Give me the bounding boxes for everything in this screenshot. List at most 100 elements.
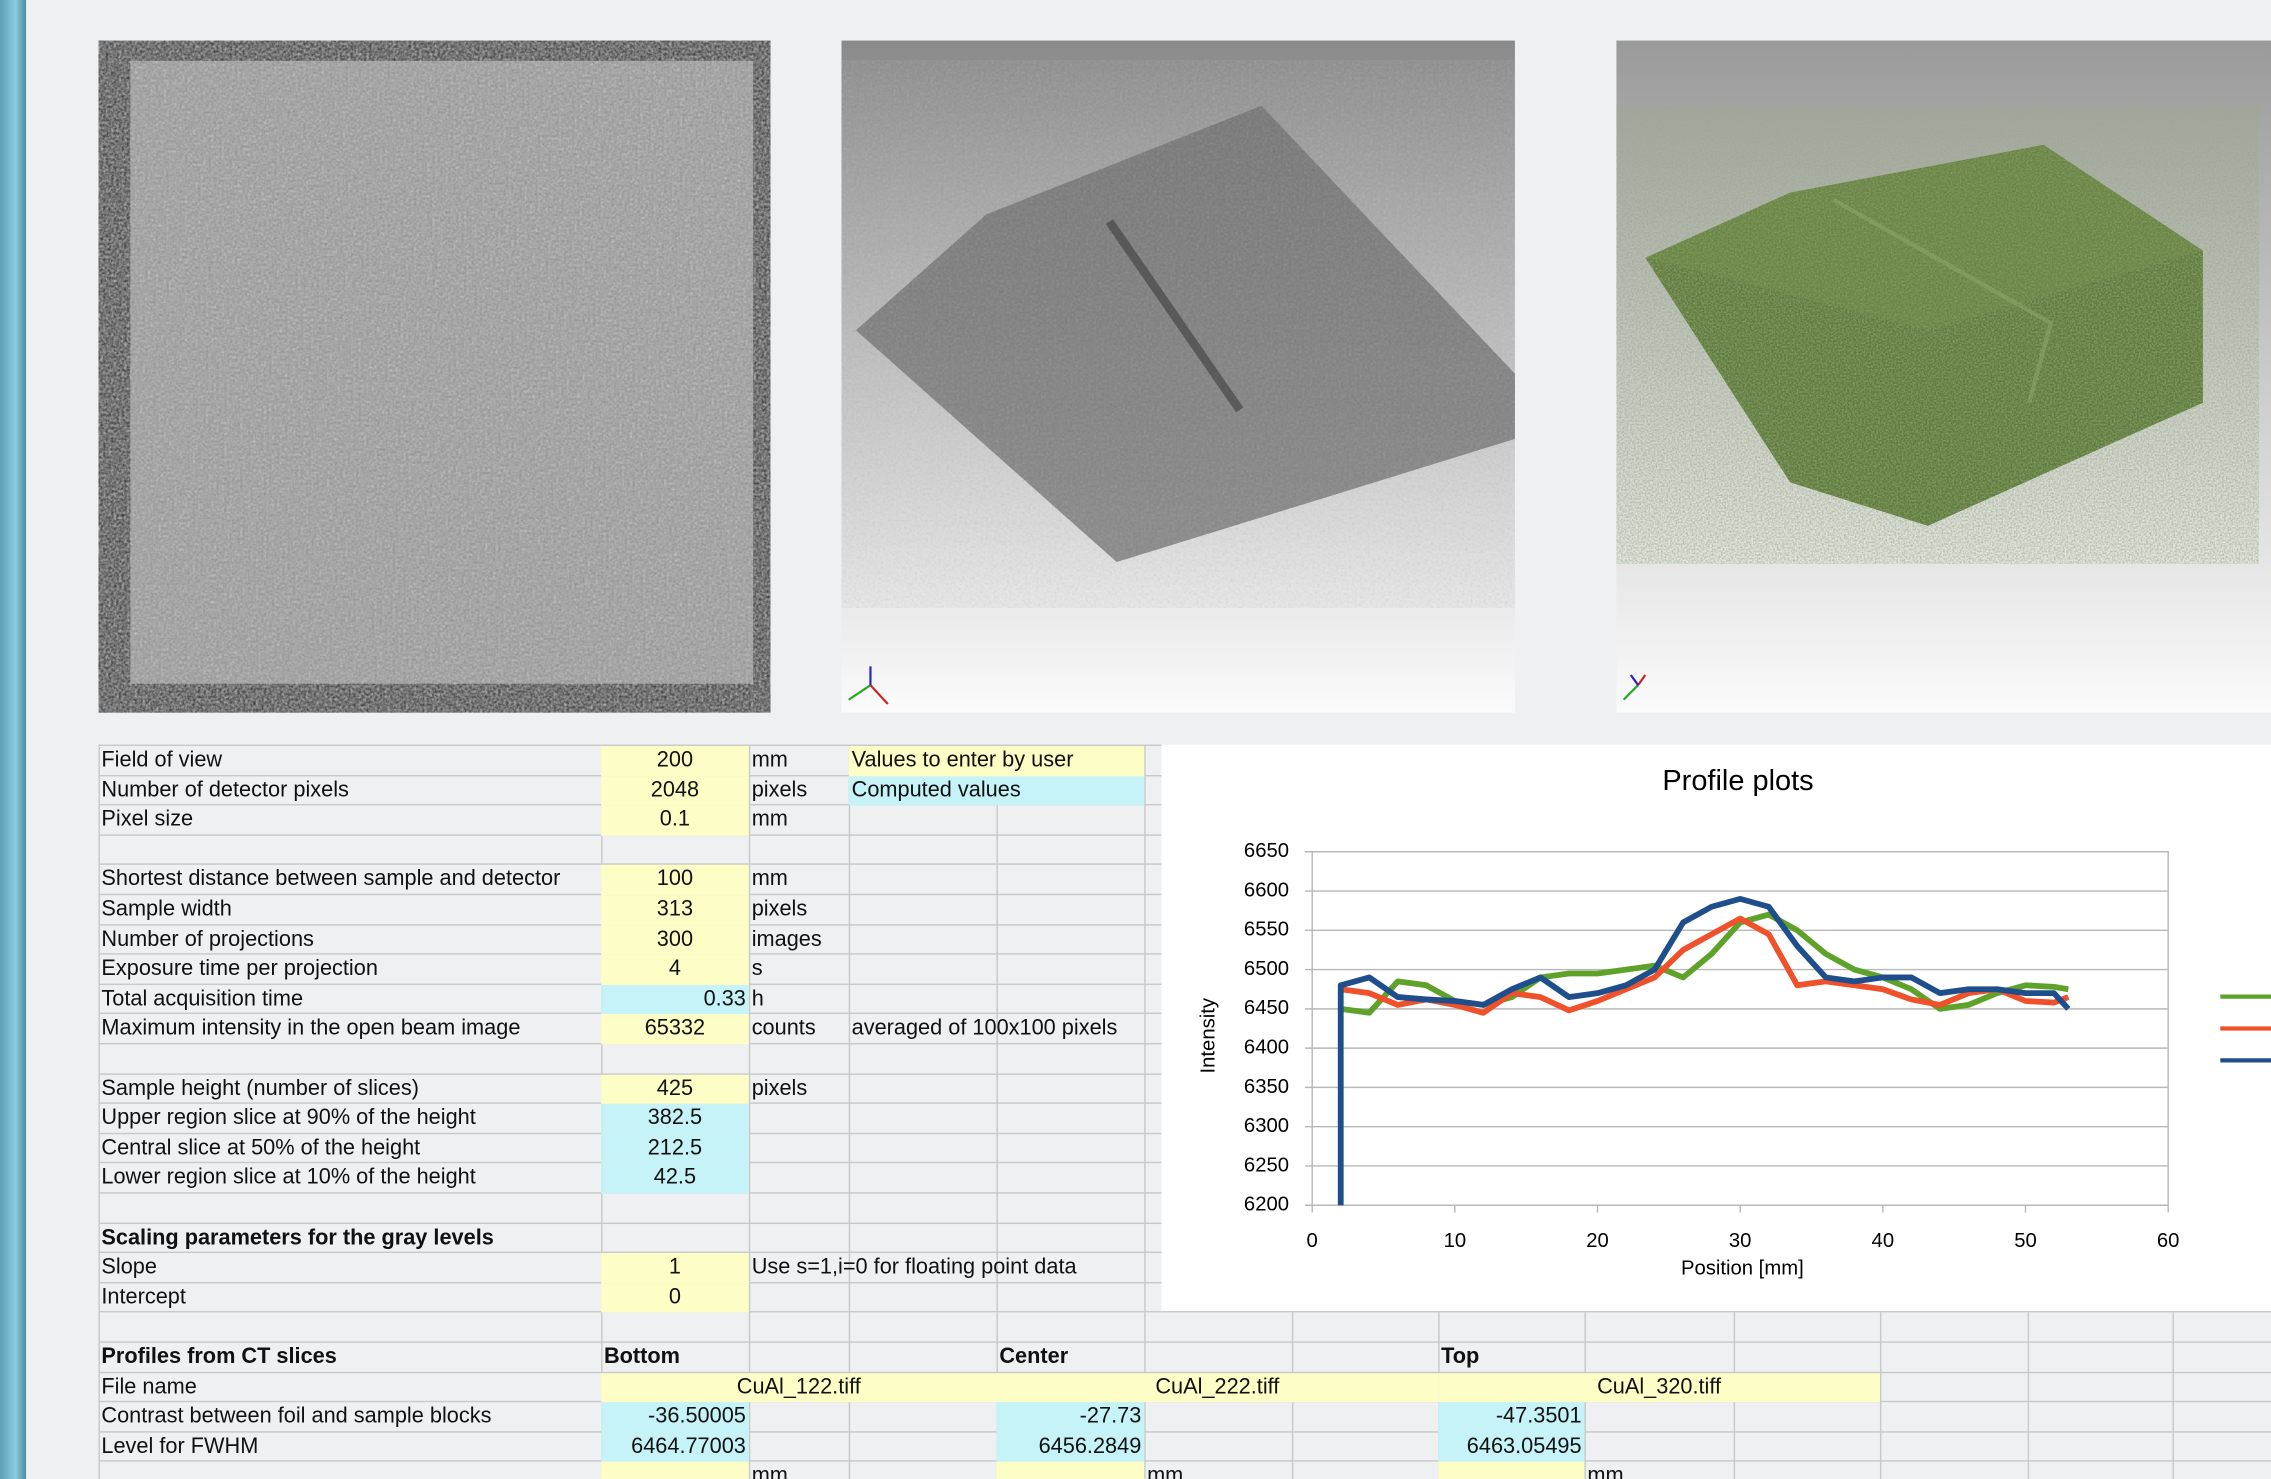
grid-line — [848, 744, 851, 1479]
input-cell — [1438, 1462, 1585, 1479]
cell: Contrast between foil and sample blocks — [101, 1403, 492, 1429]
cell: mm — [751, 1463, 788, 1479]
cell: 2048 — [601, 775, 749, 806]
cell: 300 — [601, 925, 749, 955]
cell: CuAl_320.tiff — [1438, 1372, 1880, 1403]
cell: -47.3501 — [1438, 1402, 1585, 1433]
cell: averaged of 100x100 pixels — [851, 1016, 1118, 1041]
y-tick-label: 6350 — [1244, 1076, 1289, 1098]
cell: Number of projections — [101, 926, 314, 952]
cell: 6463.05495 — [1438, 1432, 1585, 1463]
cell: Intercept — [101, 1284, 186, 1310]
cell: File name — [101, 1374, 197, 1399]
chart-title: Profile plots — [1662, 765, 1813, 797]
cell: counts — [751, 1016, 816, 1041]
cell: Total acquisition time — [101, 986, 304, 1011]
cell: 4 — [601, 954, 749, 985]
cell: Maximum intensity in the open beam image — [101, 1016, 521, 1041]
cell: s — [751, 956, 763, 981]
cell: 0.1 — [601, 805, 749, 836]
cell: Field of view — [101, 747, 223, 773]
x-tick-label: 60 — [2157, 1230, 2180, 1252]
cell: Lower region slice at 10% of the height — [101, 1165, 476, 1190]
window-edge — [0, 0, 27, 1479]
cell: 313 — [601, 895, 749, 926]
cell: 0.33 — [601, 984, 749, 1015]
grid-line — [996, 744, 998, 1479]
ct-slice-image — [98, 40, 771, 713]
cell: 425 — [601, 1074, 749, 1105]
cell: 382.5 — [601, 1104, 749, 1134]
input-cell — [601, 1462, 749, 1479]
x-tick-label: 30 — [1729, 1230, 1752, 1252]
y-tick-label: 6250 — [1244, 1154, 1289, 1176]
series-line — [1340, 915, 2070, 1016]
cell: Pixel size — [101, 807, 194, 832]
cell: 6456.2849 — [996, 1432, 1145, 1463]
cell: mm — [1587, 1463, 1624, 1479]
cell: CuAl_122.tiff — [601, 1372, 997, 1403]
cell: Scaling parameters for the gray levels — [101, 1224, 494, 1250]
grid-line — [98, 1371, 2271, 1373]
volume-render-gray — [841, 40, 1515, 713]
plot-frame — [1311, 851, 2169, 1206]
cell: Profiles from CT slices — [101, 1344, 337, 1369]
y-tick-label: 6200 — [1244, 1194, 1289, 1216]
cell: CuAl_222.tiff — [996, 1372, 1439, 1403]
grid-line — [98, 1430, 2271, 1433]
cell: 212.5 — [601, 1133, 749, 1164]
cell: 100 — [601, 865, 749, 896]
cell: mm — [751, 866, 788, 892]
cell: mm — [1147, 1463, 1184, 1479]
cell: Use s=1,i=0 for floating point data — [751, 1254, 1077, 1280]
cell: 200 — [601, 746, 749, 776]
y-tick-label: 6600 — [1244, 879, 1289, 901]
chart: Profile plots 6200 6250 6300 6350 6400 6450 650… — [1198, 765, 2271, 1279]
grid-line — [98, 744, 100, 1479]
cell: -36.50005 — [601, 1402, 749, 1433]
y-tick-label: 6400 — [1244, 1036, 1289, 1058]
cell: 0 — [601, 1283, 749, 1313]
cell: Shortest distance between sample and det… — [101, 866, 561, 892]
chart-area: Profile plots 6200 6250 6300 6350 6400 6450 650… — [1161, 744, 2271, 1311]
cell: Sample width — [101, 896, 232, 922]
input-cell — [996, 1462, 1145, 1479]
y-tick-label: 6450 — [1244, 997, 1289, 1019]
y-axis-label: Intensity — [1198, 997, 1220, 1073]
cell: Number of detector pixels — [101, 777, 349, 802]
cell: 6464.77003 — [601, 1432, 749, 1463]
cell: Bottom — [603, 1344, 680, 1369]
grid-line — [98, 1460, 2271, 1463]
cell: mm — [751, 807, 788, 832]
x-tick-label: 20 — [1586, 1230, 1609, 1252]
grid-line — [1144, 744, 1146, 1479]
y-tick-label: 6300 — [1244, 1115, 1289, 1137]
cell: Upper region slice at 90% of the height — [101, 1105, 476, 1131]
cell: pixels — [751, 777, 808, 802]
cell: Exposure time per projection — [101, 956, 378, 981]
volume-render-green — [1616, 40, 2271, 713]
grid-line — [98, 1341, 2271, 1343]
cell: pixels — [751, 896, 808, 922]
x-tick-label: 40 — [1872, 1230, 1895, 1252]
cell: h — [751, 986, 764, 1011]
cell: mm — [751, 747, 788, 773]
cell: Slope — [101, 1254, 157, 1280]
x-tick-label: 0 — [1307, 1230, 1318, 1252]
x-tick-label: 10 — [1444, 1230, 1467, 1252]
grid-line — [748, 744, 751, 1479]
cell: 1 — [601, 1253, 749, 1284]
cell: pixels — [751, 1075, 808, 1101]
cell: Sample height (number of slices) — [101, 1075, 419, 1101]
series-line — [1337, 895, 2071, 1206]
cell: Values to enter by user — [848, 746, 1145, 776]
cell: Level for FWHM — [101, 1433, 259, 1459]
cell: Center — [999, 1344, 1069, 1369]
y-tick-label: 6650 — [1244, 840, 1289, 862]
cell: 65332 — [601, 1014, 749, 1045]
cell: -27.73 — [996, 1402, 1145, 1433]
grid-line — [98, 1311, 2271, 1313]
y-tick-label: 6550 — [1244, 919, 1289, 941]
